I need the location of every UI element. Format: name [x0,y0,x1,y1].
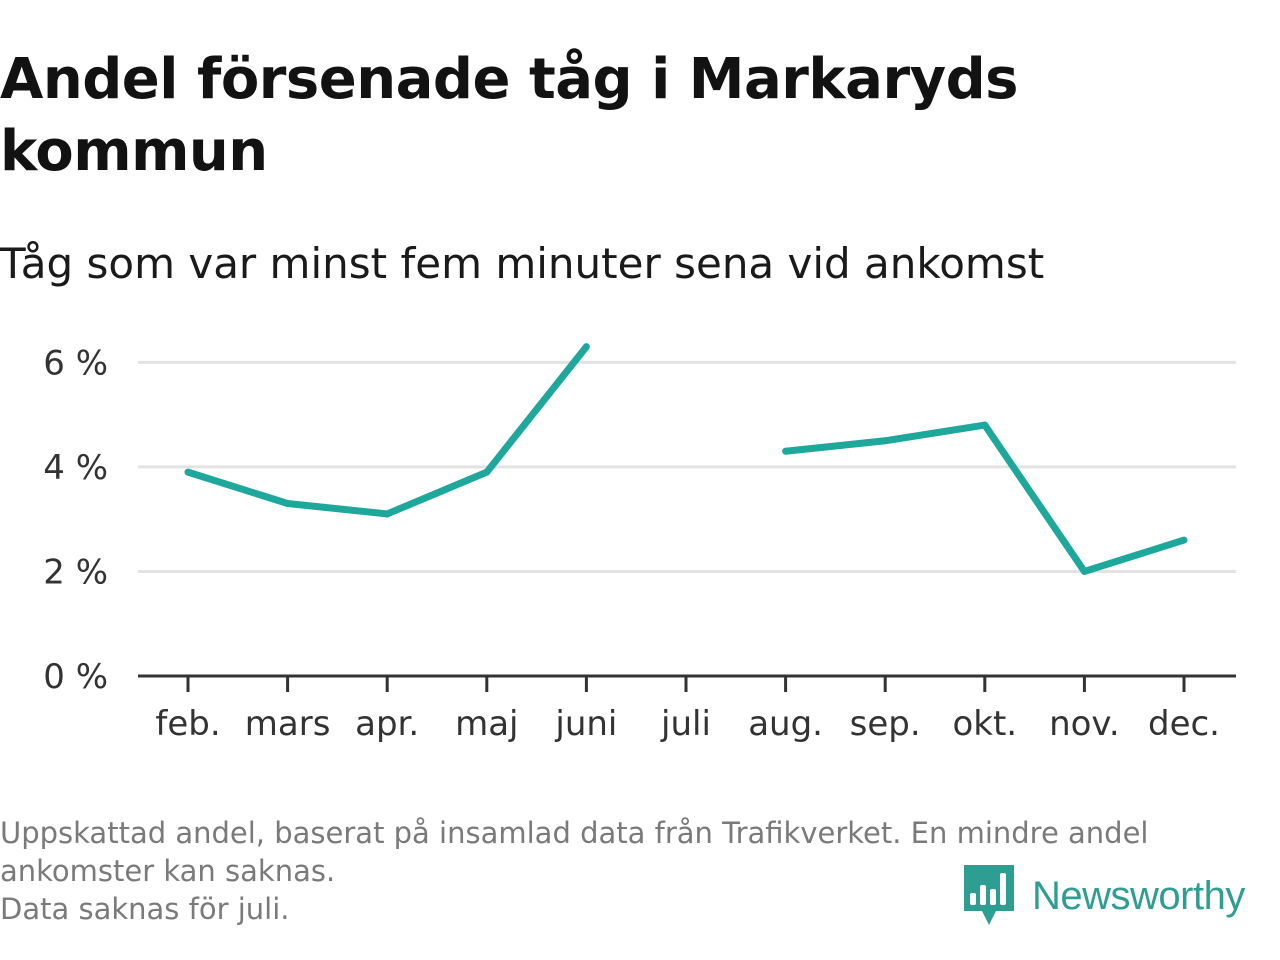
data-point [782,447,790,455]
data-point [383,510,391,518]
y-tick-label: 0 % [43,657,108,697]
x-axis-labels: feb. mars apr. maj juni juli aug. sep. okt. nov. d… [155,704,1220,744]
series-line [785,421,1186,575]
data-point [1180,536,1188,544]
x-tick-label: dec. [1148,704,1220,744]
data-point [284,500,292,507]
x-tick-label: maj [455,704,518,744]
data-point [981,421,989,429]
x-tick-label: juni [554,704,617,744]
data-point [582,343,590,351]
data-point [881,437,889,445]
data-point [1080,567,1088,575]
footer-note-line-3: Data saknas för juli. [0,892,290,926]
footer-note-line-1: Uppskattad andel, baserat på insamlad da… [0,816,1149,850]
data-point [483,468,491,476]
footer-note-line-2: ankomster kan saknas. [0,854,336,888]
x-axis [138,674,1236,692]
y-tick-label: 6 % [43,343,108,383]
data-point [184,468,192,476]
newsworthy-logo-icon [964,865,1014,925]
gridlines [138,360,1236,573]
x-tick-label: feb. [155,704,220,744]
chart-footer: Uppskattad andel, baserat på insamlad da… [0,814,1270,928]
x-tick-label: aug. [748,704,823,744]
x-tick-label: juli [660,704,711,744]
series-line [186,344,590,518]
chart-subtitle: Tåg som var minst fem minuter sena vid a… [0,239,1045,288]
brand-logo: Newsworthy [964,864,1245,928]
chart-title: Andel försenade tåg i Markaryds kommun [0,47,1018,184]
x-tick-label: apr. [355,704,419,744]
y-tick-label: 2 % [43,552,108,592]
series [184,343,1188,575]
x-tick-label: nov. [1049,704,1120,744]
y-axis-labels: 0 % 2 % 4 % 6 % [43,343,108,697]
x-tick-label: sep. [850,704,921,744]
y-tick-label: 4 % [43,448,108,488]
x-tick-label: mars [245,704,331,744]
x-tick-label: okt. [952,704,1017,744]
brand-name: Newsworthy [1032,873,1245,918]
